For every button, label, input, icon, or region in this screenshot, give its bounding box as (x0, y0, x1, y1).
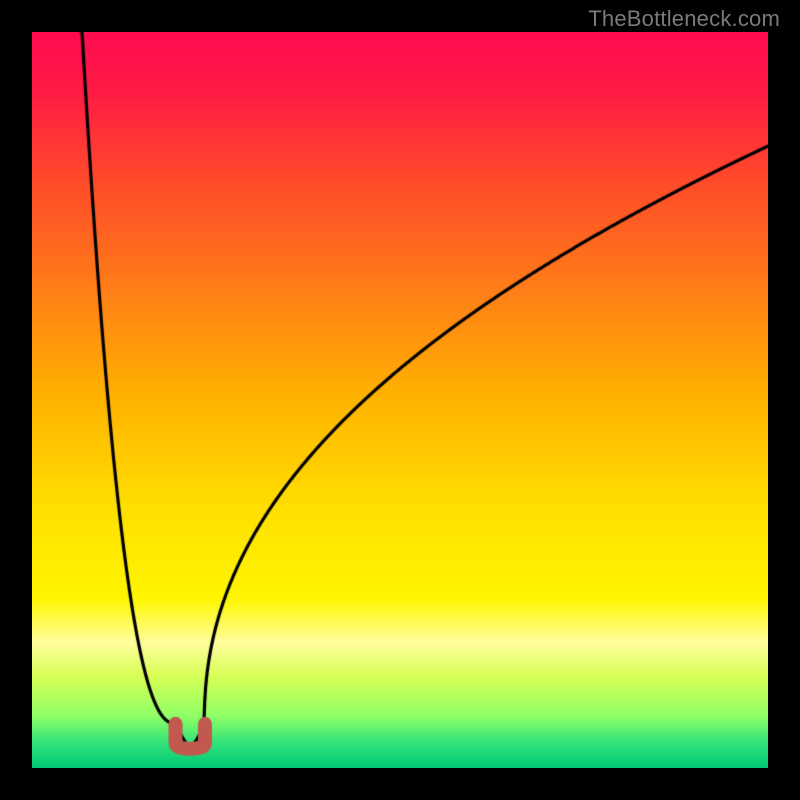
bottleneck-chart-canvas (32, 32, 768, 768)
watermark-text: TheBottleneck.com (588, 6, 780, 32)
chart-stage: TheBottleneck.com (0, 0, 800, 800)
